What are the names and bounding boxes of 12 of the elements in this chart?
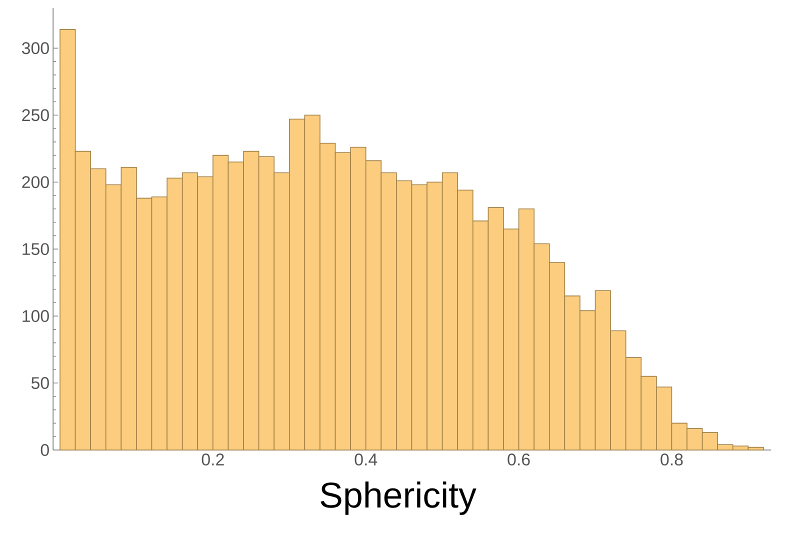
y-tick-label: 0 (40, 444, 49, 456)
y-tick-label: 100 (22, 310, 49, 322)
x-tick-label: 0.2 (202, 454, 224, 466)
x-tick-label: 0.8 (660, 454, 683, 466)
y-tick-label: 50 (31, 377, 49, 390)
y-tick-label: 300 (22, 42, 49, 54)
x-axis-title: Sphericity (320, 482, 476, 515)
y-tick-label: 200 (22, 176, 49, 188)
y-tick-label: 250 (22, 109, 49, 122)
x-tick-label: 0.6 (508, 454, 530, 466)
x-tick-label: 0.4 (354, 454, 378, 466)
y-tick-label: 150 (22, 243, 49, 256)
